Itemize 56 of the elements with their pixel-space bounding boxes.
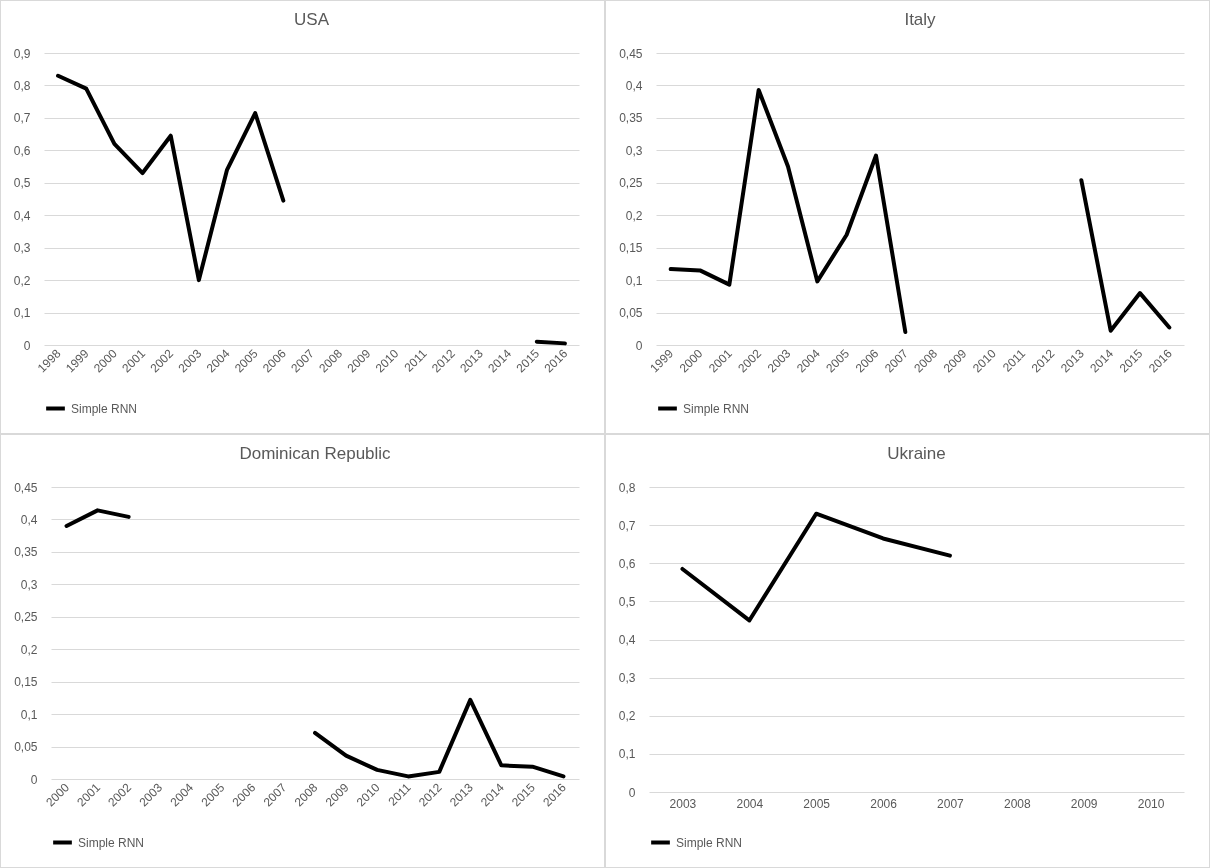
y-tick-label: 0,1	[618, 747, 636, 762]
y-tick-label: 0,4	[13, 208, 31, 223]
y-tick-label: 0,1	[20, 707, 38, 722]
y-tick-label: 0,35	[14, 545, 38, 560]
x-tick-label: 2006	[870, 796, 898, 811]
y-tick-label: 0,15	[14, 675, 38, 690]
x-tick-label: 2009	[1070, 796, 1098, 811]
y-tick-label: 0,8	[618, 480, 636, 495]
y-tick-label: 0,6	[618, 556, 636, 571]
y-tick-label: 0,2	[625, 208, 643, 223]
x-tick-label: 2010	[1137, 796, 1165, 811]
y-tick-label: 0,3	[13, 241, 31, 256]
x-tick-label: 2004	[736, 796, 764, 811]
y-tick-label: 0,5	[13, 176, 31, 191]
y-tick-label: 0,8	[13, 78, 31, 93]
line-series	[680, 511, 952, 623]
y-tick-label: 0	[23, 338, 31, 353]
y-tick-label: 0,35	[619, 111, 643, 126]
y-tick-label: 0,3	[625, 143, 643, 158]
legend-label: Simple RNN	[71, 401, 138, 416]
legend-label: Simple RNN	[78, 835, 145, 850]
y-tick-label: 0	[628, 785, 636, 800]
y-tick-label: 0,6	[13, 143, 31, 158]
y-tick-label: 0,7	[618, 518, 636, 533]
chart-title: Dominican Republic	[239, 444, 392, 463]
y-tick-label: 0,3	[20, 577, 38, 592]
chart-title: Italy	[904, 10, 937, 29]
y-tick-label: 0,4	[20, 512, 38, 527]
y-tick-label: 0,25	[14, 610, 38, 625]
y-tick-label: 0,15	[619, 241, 643, 256]
y-tick-label: 0,4	[618, 633, 636, 647]
y-tick-label: 0,4	[625, 78, 643, 93]
chart-title: Ukraine	[887, 444, 946, 463]
y-tick-label: 0	[635, 338, 643, 353]
y-tick-label: 0,5	[618, 594, 636, 609]
y-tick-label: 0,9	[13, 46, 31, 61]
legend-label: Simple RNN	[676, 835, 743, 850]
x-tick-label: 2003	[669, 796, 697, 811]
x-tick-label: 2007	[937, 796, 965, 811]
y-tick-label: 0,45	[14, 480, 38, 495]
y-tick-label: 0,1	[625, 273, 643, 288]
x-tick-label: 2005	[803, 796, 831, 811]
y-tick-label: 0,3	[618, 671, 636, 686]
y-tick-label: 0,2	[618, 709, 636, 724]
y-tick-label: 0	[30, 772, 38, 787]
y-tick-label: 0,45	[619, 46, 643, 61]
y-tick-label: 0,2	[20, 642, 38, 657]
chart-title: USA	[294, 10, 330, 29]
y-tick-label: 0,1	[13, 306, 31, 321]
y-tick-label: 0,05	[14, 740, 38, 755]
y-tick-label: 0,7	[13, 111, 31, 126]
legend-label: Simple RNN	[683, 401, 750, 416]
y-tick-label: 0,05	[619, 306, 643, 321]
x-tick-label: 2008	[1003, 796, 1031, 811]
y-tick-label: 0,25	[619, 176, 643, 191]
y-tick-label: 0,2	[13, 273, 31, 288]
